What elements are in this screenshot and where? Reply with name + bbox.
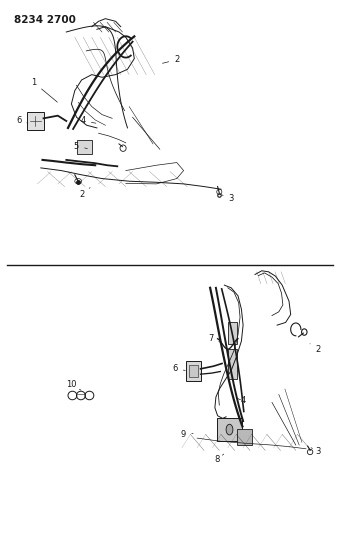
- FancyBboxPatch shape: [77, 140, 92, 154]
- Text: 5: 5: [74, 142, 87, 150]
- Text: 7: 7: [208, 334, 220, 343]
- FancyBboxPatch shape: [217, 418, 242, 441]
- FancyBboxPatch shape: [237, 429, 252, 445]
- Circle shape: [226, 424, 233, 435]
- Text: 8234 2700: 8234 2700: [14, 15, 75, 25]
- Text: 4: 4: [238, 397, 246, 405]
- Text: 9: 9: [181, 430, 193, 439]
- Text: 6: 6: [16, 117, 28, 125]
- Text: 8: 8: [214, 454, 224, 464]
- FancyBboxPatch shape: [189, 365, 198, 377]
- FancyBboxPatch shape: [228, 349, 237, 379]
- Text: 1: 1: [31, 78, 57, 102]
- Text: 2: 2: [163, 55, 180, 64]
- FancyBboxPatch shape: [186, 361, 201, 381]
- Text: 6: 6: [172, 365, 185, 373]
- FancyBboxPatch shape: [228, 322, 237, 344]
- Text: 3: 3: [222, 194, 234, 203]
- Text: 3: 3: [311, 447, 321, 456]
- Text: 2: 2: [79, 188, 90, 198]
- Text: 4: 4: [81, 117, 96, 125]
- Text: 10: 10: [66, 381, 81, 390]
- FancyBboxPatch shape: [27, 112, 44, 130]
- Text: 2: 2: [310, 344, 321, 353]
